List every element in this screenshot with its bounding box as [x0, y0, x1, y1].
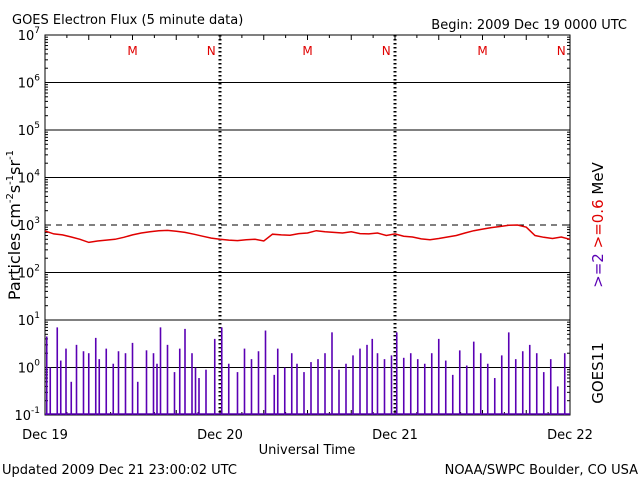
- x-tick-label: Dec 21: [372, 428, 418, 443]
- x-axis-ticks: Dec 19 Dec 20 Dec 21 Dec 22: [22, 35, 593, 443]
- y-tick-label: 104: [18, 169, 41, 187]
- marker-label: N: [382, 44, 391, 58]
- y-tick-label: 103: [18, 216, 40, 234]
- marker-label: M: [302, 44, 312, 58]
- day-divider-lines: [218, 35, 397, 415]
- updated-label: Updated 2009 Dec 21 23:00:02 UTC: [2, 463, 237, 478]
- y-tick-label: 106: [18, 74, 41, 92]
- begin-label: Begin: 2009 Dec 19 0000 UTC: [431, 18, 627, 33]
- x-tick-label: Dec 20: [197, 428, 243, 443]
- series-2-mev: [44, 224, 571, 244]
- y-tick-label: 100: [18, 359, 41, 377]
- marker-label: N: [207, 44, 216, 58]
- gridlines: [45, 82, 570, 368]
- energy-legend: >=2 >=0.6 MeV: [589, 161, 607, 287]
- x-tick-label: Dec 22: [547, 428, 593, 443]
- y-tick-label: 105: [18, 121, 40, 139]
- x-axis-label: Universal Time: [259, 443, 356, 458]
- marker-label: M: [127, 44, 137, 58]
- source-label: NOAA/SWPC Boulder, CO USA: [445, 463, 638, 478]
- flux-line: [44, 224, 571, 244]
- y-tick-label: 102: [18, 264, 40, 282]
- y-tick-label: 10-1: [14, 406, 40, 424]
- series-0p6-mev: [45, 327, 570, 415]
- y-axis-label: Particles cm-2s-1sr-1: [5, 150, 24, 300]
- y-tick-label: 107: [18, 26, 40, 44]
- x-tick-label: Dec 19: [22, 428, 68, 443]
- chart-title: GOES Electron Flux (5 minute data): [12, 13, 243, 28]
- marker-label: M: [477, 44, 487, 58]
- satellite-label: GOES11: [589, 342, 607, 404]
- marker-label: N: [557, 44, 566, 58]
- y-tick-label: 101: [18, 311, 40, 329]
